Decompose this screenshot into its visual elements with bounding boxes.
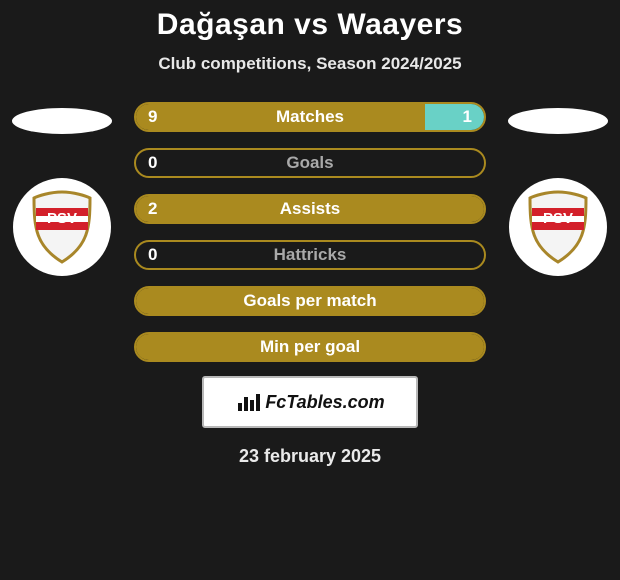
stat-bar-left-value: 2 xyxy=(148,199,157,219)
stat-bar: 0 Hattricks xyxy=(134,240,486,270)
left-club-badge: PSV xyxy=(13,178,111,276)
badge-text: PSV xyxy=(47,210,77,227)
stat-bar-label: Hattricks xyxy=(274,245,347,265)
bars-icon xyxy=(235,389,261,415)
psv-shield-icon: PSV xyxy=(526,190,590,264)
stat-bar: 9 1 Matches xyxy=(134,102,486,132)
stat-bar: 2 Assists xyxy=(134,194,486,224)
right-player-column: PSV xyxy=(498,102,618,276)
stat-bar-label: Goals xyxy=(286,153,333,173)
stat-bar: Goals per match xyxy=(134,286,486,316)
stat-bar-label: Assists xyxy=(280,199,340,219)
date: 23 february 2025 xyxy=(0,446,620,467)
subtitle: Club competitions, Season 2024/2025 xyxy=(0,54,620,74)
right-club-badge: PSV xyxy=(509,178,607,276)
stat-bar-left-value: 0 xyxy=(148,245,157,265)
brand-box[interactable]: FcTables.com xyxy=(202,376,418,428)
right-player-photo-placeholder xyxy=(508,108,608,134)
badge-text: PSV xyxy=(543,210,573,227)
brand-text: FcTables.com xyxy=(265,392,384,413)
stat-bar-left-value: 0 xyxy=(148,153,157,173)
left-player-column: PSV xyxy=(2,102,122,276)
stat-bar: 0 Goals xyxy=(134,148,486,178)
stat-bar-right-fill xyxy=(425,104,484,130)
page-title: Dağaşan vs Waayers xyxy=(0,8,620,42)
stat-bar-right-value: 1 xyxy=(463,107,472,127)
comparison-card: Dağaşan vs Waayers Club competitions, Se… xyxy=(0,0,620,467)
left-player-photo-placeholder xyxy=(12,108,112,134)
stat-bar-left-value: 9 xyxy=(148,107,157,127)
stat-bar-label: Goals per match xyxy=(243,291,376,311)
stat-bars: 9 1 Matches 0 Goals 2 Assists 0 Hattricks Goals p… xyxy=(134,102,486,362)
psv-shield-icon: PSV xyxy=(30,190,94,264)
grid: PSV 9 1 Matches 0 Goals 2 Assists 0 Hattricks Goa… xyxy=(0,102,620,362)
stat-bar-label: Min per goal xyxy=(260,337,360,357)
stat-bar-label: Matches xyxy=(276,107,344,127)
stat-bar: Min per goal xyxy=(134,332,486,362)
